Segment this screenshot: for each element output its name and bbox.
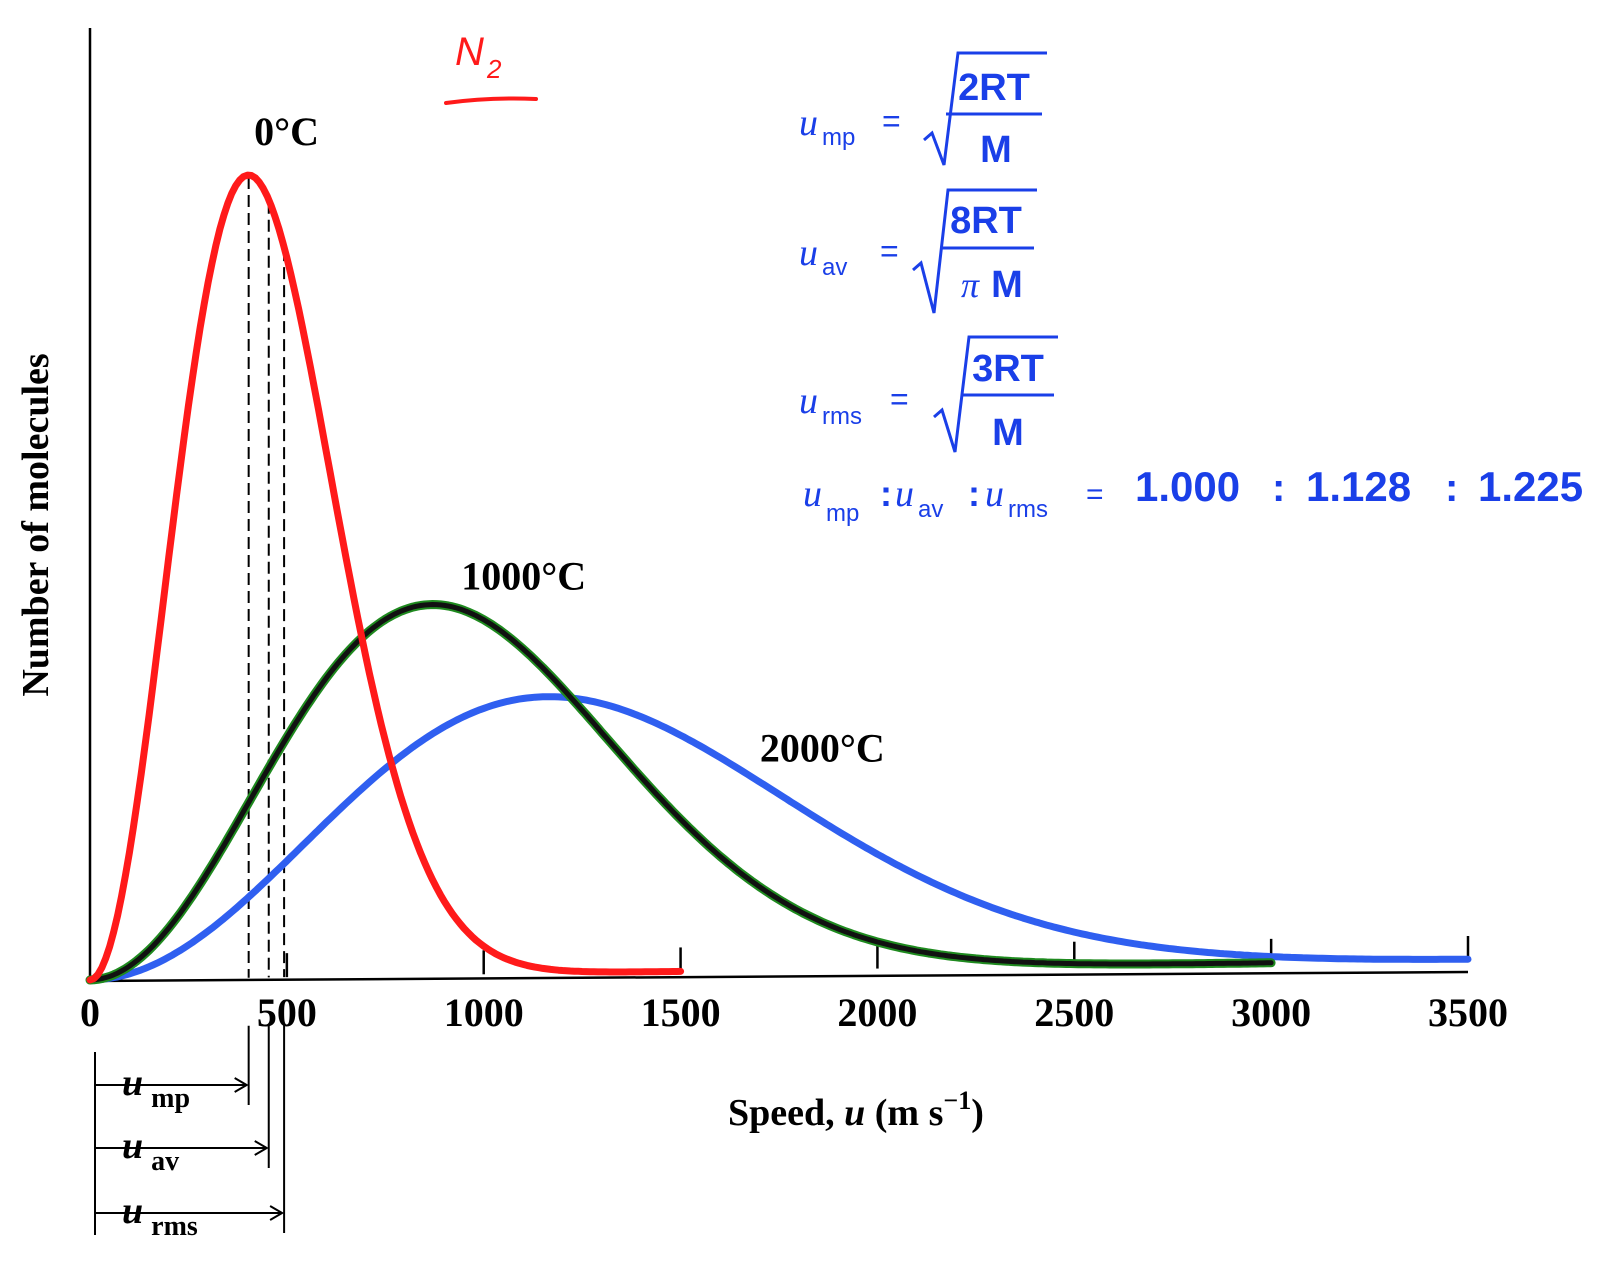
ratio-colon: : xyxy=(1445,466,1458,510)
ratio-value: 1.000 xyxy=(1135,463,1240,510)
formula-equals: = xyxy=(890,381,909,417)
ratio-subscript: mp xyxy=(826,500,859,527)
x-axis-line xyxy=(89,970,1469,983)
sqrt-sign xyxy=(912,188,1037,314)
arrowhead-icon xyxy=(269,1205,285,1221)
formula-subscript: av xyxy=(822,254,847,281)
x-axis-label-exponent: −1 xyxy=(943,1086,971,1115)
title-main: N xyxy=(455,30,484,74)
speed-ratio: u mp : u av : u rms = 1.000 : 1.128 : 1.… xyxy=(803,463,1583,527)
x-axis-label-lead: Speed, xyxy=(728,1092,844,1134)
bracket-label: u mp xyxy=(122,1062,190,1114)
bracket-symbol: u xyxy=(122,1125,143,1167)
x-axis-label: Speed, u (m s−1) xyxy=(728,1086,984,1134)
arrowhead-icon xyxy=(254,1140,269,1156)
formula-pi: π xyxy=(961,265,980,305)
x-tick-labels: 0 500 1000 1500 2000 2500 3000 3500 xyxy=(80,990,1508,1035)
chart-title: N 2 xyxy=(444,30,538,105)
bracket-subscript: mp xyxy=(151,1083,190,1114)
series-label: 0°C xyxy=(254,109,319,154)
reference-dashed-lines xyxy=(247,177,286,978)
formula-denominator: M xyxy=(980,129,1012,171)
title-underline xyxy=(444,96,538,105)
title-sub: 2 xyxy=(486,54,502,84)
bracket-symbol: u xyxy=(122,1062,143,1104)
formula-subscript: rms xyxy=(822,403,862,430)
formula-numerator: 3RT xyxy=(972,348,1044,390)
series-layer xyxy=(85,171,1472,985)
x-tick-label: 2000 xyxy=(837,990,917,1035)
ratio-colon: : xyxy=(1272,466,1285,510)
sqrt-sign xyxy=(923,51,1047,166)
ratio-colon: : xyxy=(968,473,980,514)
x-axis-label-units: (m s xyxy=(865,1092,943,1134)
series-0c-line xyxy=(86,171,685,984)
x-tick-label: 1000 xyxy=(444,990,524,1035)
formula-u-rms: u rms = 3RT M xyxy=(799,335,1058,454)
x-tick-label: 3500 xyxy=(1428,990,1508,1035)
sqrt-sign xyxy=(933,335,1058,453)
x-tick-label: 0 xyxy=(80,990,100,1035)
series-labels: 0°C 1000°C 2000°C xyxy=(254,109,885,771)
formula-equals: = xyxy=(882,103,901,139)
ratio-value: 1.128 xyxy=(1306,463,1411,510)
ratio-subscript: rms xyxy=(1008,496,1048,523)
x-tick-label: 2500 xyxy=(1034,990,1114,1035)
formula-subscript: mp xyxy=(822,124,855,151)
series-1000c-line xyxy=(87,602,1274,983)
y-axis-label: Number of molecules xyxy=(15,353,57,696)
formula-numerator: 8RT xyxy=(950,200,1022,242)
bracket-subscript: av xyxy=(151,1146,179,1177)
formula-symbol: u xyxy=(799,232,818,274)
x-axis-label-var: u xyxy=(844,1092,865,1134)
bracket-symbol: u xyxy=(122,1190,143,1232)
formula-symbol: u xyxy=(799,380,818,422)
ratio-symbol: u xyxy=(895,473,914,515)
formula-u-av: u av = 8RT π M xyxy=(799,188,1037,314)
ratio-equals: = xyxy=(1086,478,1104,511)
ratio-symbol: u xyxy=(985,473,1004,515)
x-tick-label: 500 xyxy=(257,990,317,1035)
x-tick-label: 1500 xyxy=(641,990,721,1035)
reference-brackets: u mpu avu rms xyxy=(94,1025,286,1242)
series-label: 1000°C xyxy=(461,554,586,599)
ratio-value: 1.225 xyxy=(1478,463,1583,510)
formula-denominator: M xyxy=(991,264,1023,306)
ratio-symbol: u xyxy=(803,473,822,515)
formula-symbol: u xyxy=(799,102,818,144)
formula-numerator: 2RT xyxy=(958,67,1030,109)
x-tick-label: 3000 xyxy=(1231,990,1311,1035)
series-1000c-outline xyxy=(85,600,1276,985)
formula-u-mp: u mp = 2RT M xyxy=(799,51,1047,171)
ratio-colon: : xyxy=(880,473,892,514)
x-axis-label-close: ) xyxy=(971,1092,984,1134)
arrowhead-icon xyxy=(234,1077,249,1093)
bracket-label: u av xyxy=(122,1125,179,1177)
bracket-subscript: rms xyxy=(151,1211,198,1242)
series-2000c-line xyxy=(86,693,1472,984)
formula-denominator: M xyxy=(992,412,1024,454)
ratio-subscript: av xyxy=(918,496,943,523)
formula-equals: = xyxy=(880,233,899,269)
series-label: 2000°C xyxy=(760,726,885,771)
bracket-label: u rms xyxy=(122,1190,198,1242)
